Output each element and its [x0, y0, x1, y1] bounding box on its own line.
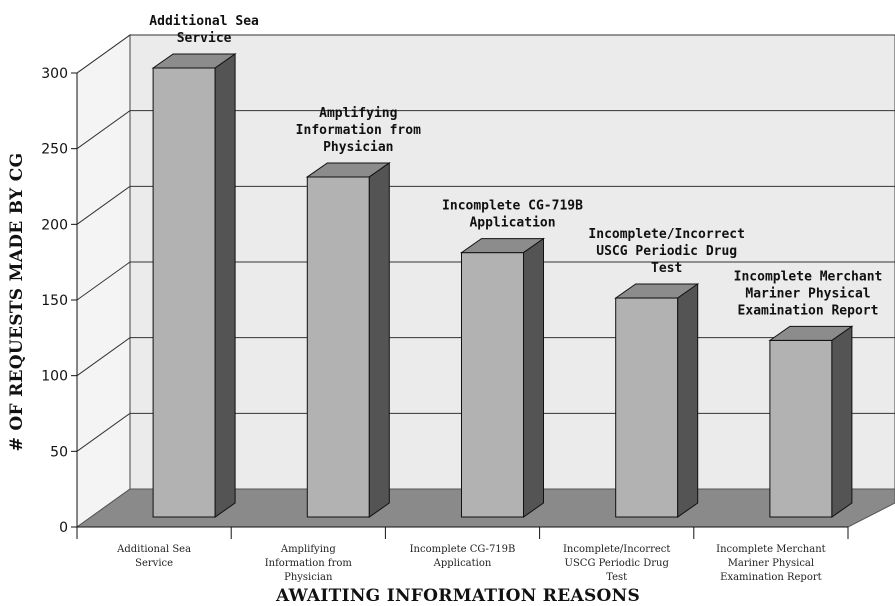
- x-tick-label: Incomplete Merchant: [716, 544, 826, 555]
- x-axis: [76, 526, 849, 539]
- bar-category-label: Incomplete CG-719B: [442, 199, 583, 214]
- bar-front: [461, 252, 524, 518]
- bar-category-label: Incomplete Merchant: [734, 269, 883, 284]
- bar-labels: Additional Sea Service Amplifying Informati…: [149, 14, 882, 318]
- y-tick-label: 50: [50, 444, 68, 460]
- x-tick-label: Physician: [284, 572, 333, 583]
- y-axis-title: # OF REQUESTS MADE BY CG: [7, 153, 27, 452]
- bar-category-label: Information from: [296, 123, 421, 138]
- bar-front: [152, 67, 216, 518]
- bar-category-label: Test: [651, 261, 682, 276]
- x-tick-label: Information from: [265, 558, 353, 569]
- bar-category-label: Amplifying: [319, 106, 397, 121]
- x-tick-label: Incomplete CG-719B: [410, 544, 516, 555]
- bar-category-label: Application: [469, 216, 555, 231]
- bar-category-label: Incomplete/Incorrect: [588, 227, 745, 242]
- bar: [151, 53, 237, 518]
- x-tick-label: Mariner Physical: [728, 558, 814, 569]
- gridline: [76, 185, 895, 225]
- bar-side: [523, 237, 544, 518]
- bar-category-label: Examination Report: [738, 303, 879, 318]
- bar-category-label: Additional Sea: [149, 14, 259, 29]
- y-axis: 0 50 100 150 200 250 300: [41, 66, 78, 536]
- y-tick-label: 150: [41, 293, 68, 309]
- bar-side: [214, 53, 236, 518]
- gridline: [76, 110, 895, 150]
- x-tick-label: Additional Sea: [116, 544, 191, 555]
- x-tick-label: Amplifying: [280, 544, 336, 555]
- bar: [768, 325, 854, 518]
- bar-category-label: Physician: [323, 140, 393, 155]
- bar-side: [677, 283, 699, 518]
- x-tick-label: USCG Periodic Drug: [565, 558, 670, 569]
- x-tick-label: Service: [135, 558, 173, 569]
- bar-front: [769, 339, 833, 518]
- y-tick-label: 0: [59, 520, 68, 536]
- bar-category-label: Service: [177, 31, 232, 46]
- bars: [151, 53, 854, 518]
- bar-side: [831, 325, 853, 518]
- gridline: [76, 34, 895, 74]
- bar: [614, 283, 700, 518]
- bar-category-label: Mariner Physical: [745, 286, 870, 301]
- y-tick-label: 100: [41, 369, 68, 385]
- bar-front: [615, 297, 679, 518]
- bar: [305, 161, 391, 518]
- y-tick-label: 200: [41, 217, 68, 233]
- y-tick-label: 250: [41, 142, 68, 158]
- y-tick-label: 300: [41, 66, 68, 82]
- gridlines: [76, 34, 895, 452]
- x-axis-title: AWAITING INFORMATION REASONS: [275, 586, 640, 606]
- x-tick-label: Examination Report: [720, 572, 822, 583]
- x-tick-label: Test: [606, 572, 627, 583]
- x-tick-label: Incomplete/Incorrect: [563, 544, 670, 555]
- bar: [459, 237, 546, 518]
- x-tick-label: Application: [433, 558, 492, 569]
- gridline: [76, 261, 895, 301]
- category-labels: Additional Sea Service Amplifying Informati…: [116, 544, 826, 583]
- bar-side: [368, 161, 390, 518]
- bar-front: [306, 176, 370, 518]
- bar-category-label: USCG Periodic Drug: [596, 244, 737, 259]
